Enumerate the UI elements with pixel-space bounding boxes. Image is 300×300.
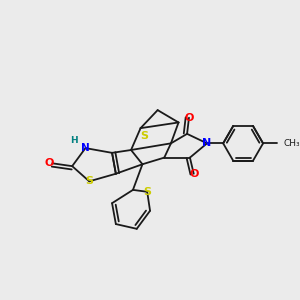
Text: S: S bbox=[85, 176, 93, 186]
Text: O: O bbox=[184, 113, 194, 123]
Text: H: H bbox=[70, 136, 78, 145]
Text: N: N bbox=[81, 143, 90, 153]
Text: CH₃: CH₃ bbox=[284, 139, 300, 148]
Text: O: O bbox=[189, 169, 198, 179]
Text: S: S bbox=[140, 131, 148, 141]
Text: S: S bbox=[143, 187, 151, 197]
Text: N: N bbox=[202, 138, 211, 148]
Text: O: O bbox=[45, 158, 54, 168]
